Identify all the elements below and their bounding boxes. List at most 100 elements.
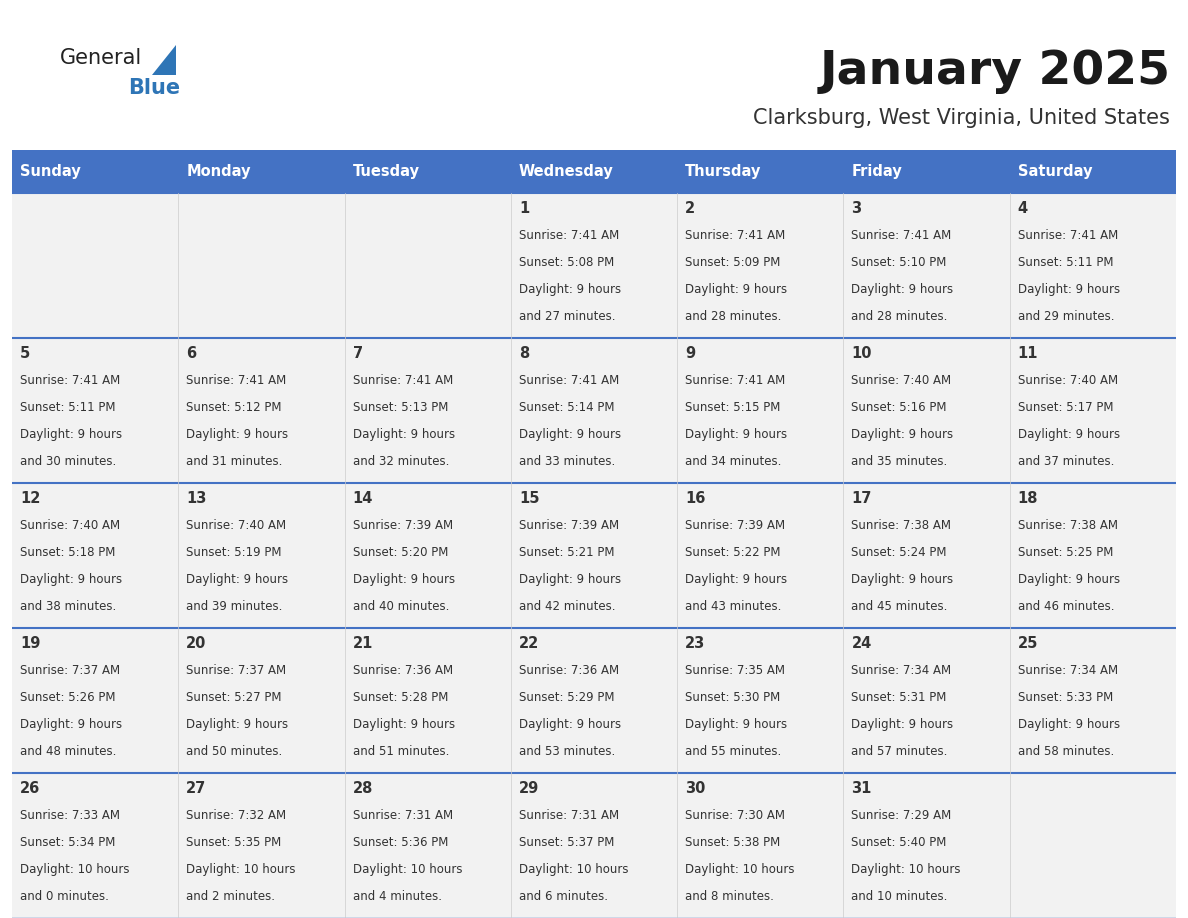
Bar (12, 628, 1176, 773)
Text: Sunset: 5:37 PM: Sunset: 5:37 PM (519, 836, 614, 849)
Text: Sunrise: 7:41 AM: Sunrise: 7:41 AM (353, 375, 453, 387)
Text: 8: 8 (519, 346, 529, 361)
Text: 26: 26 (20, 781, 40, 796)
Text: Monday: Monday (187, 164, 251, 179)
Text: and 45 minutes.: and 45 minutes. (852, 599, 948, 612)
Text: 2: 2 (685, 201, 695, 216)
Text: 31: 31 (852, 781, 872, 796)
Text: Sunrise: 7:41 AM: Sunrise: 7:41 AM (187, 375, 286, 387)
Text: Sunset: 5:34 PM: Sunset: 5:34 PM (20, 836, 115, 849)
Text: Sunrise: 7:39 AM: Sunrise: 7:39 AM (353, 520, 453, 532)
Text: and 40 minutes.: and 40 minutes. (353, 599, 449, 612)
Text: 10: 10 (852, 346, 872, 361)
Text: Daylight: 9 hours: Daylight: 9 hours (187, 573, 289, 586)
Text: Sunset: 5:29 PM: Sunset: 5:29 PM (519, 691, 614, 704)
Text: 6: 6 (187, 346, 196, 361)
Text: 16: 16 (685, 491, 706, 506)
Text: Sunrise: 7:41 AM: Sunrise: 7:41 AM (685, 375, 785, 387)
Text: Sunset: 5:21 PM: Sunset: 5:21 PM (519, 546, 614, 559)
Text: Sunset: 5:40 PM: Sunset: 5:40 PM (852, 836, 947, 849)
Text: 17: 17 (852, 491, 872, 506)
Text: Daylight: 9 hours: Daylight: 9 hours (852, 428, 954, 441)
Text: and 34 minutes.: and 34 minutes. (685, 454, 782, 467)
Text: 13: 13 (187, 491, 207, 506)
Text: Daylight: 9 hours: Daylight: 9 hours (685, 718, 788, 731)
Text: Sunrise: 7:31 AM: Sunrise: 7:31 AM (353, 809, 453, 823)
Text: Sunrise: 7:38 AM: Sunrise: 7:38 AM (852, 520, 952, 532)
Text: Sunset: 5:11 PM: Sunset: 5:11 PM (1018, 256, 1113, 269)
Text: Sunset: 5:26 PM: Sunset: 5:26 PM (20, 691, 115, 704)
Text: 29: 29 (519, 781, 539, 796)
Text: Daylight: 9 hours: Daylight: 9 hours (852, 573, 954, 586)
Text: Sunset: 5:19 PM: Sunset: 5:19 PM (187, 546, 282, 559)
Text: Daylight: 9 hours: Daylight: 9 hours (685, 428, 788, 441)
Text: Sunrise: 7:36 AM: Sunrise: 7:36 AM (353, 664, 453, 677)
Text: Sunset: 5:16 PM: Sunset: 5:16 PM (852, 401, 947, 414)
Text: Sunrise: 7:41 AM: Sunrise: 7:41 AM (852, 230, 952, 242)
Text: and 58 minutes.: and 58 minutes. (1018, 744, 1114, 757)
Text: Daylight: 9 hours: Daylight: 9 hours (685, 283, 788, 296)
Text: Daylight: 9 hours: Daylight: 9 hours (519, 573, 621, 586)
Text: Saturday: Saturday (1018, 164, 1092, 179)
Text: Sunday: Sunday (20, 164, 81, 179)
Text: Sunset: 5:17 PM: Sunset: 5:17 PM (1018, 401, 1113, 414)
Text: and 46 minutes.: and 46 minutes. (1018, 599, 1114, 612)
Text: Sunrise: 7:37 AM: Sunrise: 7:37 AM (187, 664, 286, 677)
Text: and 28 minutes.: and 28 minutes. (852, 309, 948, 322)
Text: Wednesday: Wednesday (519, 164, 614, 179)
Text: 1: 1 (519, 201, 529, 216)
Bar (12, 773, 1176, 918)
Text: Daylight: 10 hours: Daylight: 10 hours (353, 863, 462, 876)
Text: Daylight: 10 hours: Daylight: 10 hours (20, 863, 129, 876)
Text: 28: 28 (353, 781, 373, 796)
Text: and 0 minutes.: and 0 minutes. (20, 890, 109, 902)
Text: Daylight: 10 hours: Daylight: 10 hours (852, 863, 961, 876)
Text: Thursday: Thursday (685, 164, 762, 179)
Text: 9: 9 (685, 346, 695, 361)
Text: Sunset: 5:10 PM: Sunset: 5:10 PM (852, 256, 947, 269)
Text: Sunrise: 7:34 AM: Sunrise: 7:34 AM (852, 664, 952, 677)
Text: Daylight: 9 hours: Daylight: 9 hours (20, 718, 122, 731)
Text: Sunset: 5:22 PM: Sunset: 5:22 PM (685, 546, 781, 559)
Text: Sunset: 5:38 PM: Sunset: 5:38 PM (685, 836, 781, 849)
Text: Daylight: 9 hours: Daylight: 9 hours (1018, 428, 1120, 441)
Text: Daylight: 9 hours: Daylight: 9 hours (20, 573, 122, 586)
Text: Sunset: 5:08 PM: Sunset: 5:08 PM (519, 256, 614, 269)
Text: Daylight: 9 hours: Daylight: 9 hours (1018, 573, 1120, 586)
Text: 3: 3 (852, 201, 861, 216)
Text: Sunset: 5:14 PM: Sunset: 5:14 PM (519, 401, 614, 414)
Text: Sunrise: 7:32 AM: Sunrise: 7:32 AM (187, 809, 286, 823)
Text: Sunset: 5:36 PM: Sunset: 5:36 PM (353, 836, 448, 849)
Text: Sunrise: 7:40 AM: Sunrise: 7:40 AM (1018, 375, 1118, 387)
Bar (12, 193, 1176, 338)
Text: Daylight: 9 hours: Daylight: 9 hours (353, 428, 455, 441)
Text: Daylight: 9 hours: Daylight: 9 hours (187, 718, 289, 731)
Text: and 10 minutes.: and 10 minutes. (852, 890, 948, 902)
Text: Sunrise: 7:29 AM: Sunrise: 7:29 AM (852, 809, 952, 823)
Text: Daylight: 9 hours: Daylight: 9 hours (519, 718, 621, 731)
Text: 11: 11 (1018, 346, 1038, 361)
Text: Daylight: 9 hours: Daylight: 9 hours (519, 283, 621, 296)
Bar (12, 150, 1176, 193)
Text: and 31 minutes.: and 31 minutes. (187, 454, 283, 467)
Text: 14: 14 (353, 491, 373, 506)
Text: Tuesday: Tuesday (353, 164, 419, 179)
Text: and 42 minutes.: and 42 minutes. (519, 599, 615, 612)
Text: Sunset: 5:28 PM: Sunset: 5:28 PM (353, 691, 448, 704)
Text: Daylight: 9 hours: Daylight: 9 hours (685, 573, 788, 586)
Text: Daylight: 10 hours: Daylight: 10 hours (519, 863, 628, 876)
Text: 4: 4 (1018, 201, 1028, 216)
Text: Sunset: 5:30 PM: Sunset: 5:30 PM (685, 691, 781, 704)
Text: 25: 25 (1018, 636, 1038, 651)
Text: and 35 minutes.: and 35 minutes. (852, 454, 948, 467)
Text: 18: 18 (1018, 491, 1038, 506)
Text: Sunrise: 7:37 AM: Sunrise: 7:37 AM (20, 664, 120, 677)
Text: and 29 minutes.: and 29 minutes. (1018, 309, 1114, 322)
Text: and 8 minutes.: and 8 minutes. (685, 890, 775, 902)
Text: and 28 minutes.: and 28 minutes. (685, 309, 782, 322)
Text: 23: 23 (685, 636, 706, 651)
Text: and 4 minutes.: and 4 minutes. (353, 890, 442, 902)
Text: Daylight: 9 hours: Daylight: 9 hours (353, 718, 455, 731)
Text: Daylight: 9 hours: Daylight: 9 hours (1018, 283, 1120, 296)
Text: Sunset: 5:15 PM: Sunset: 5:15 PM (685, 401, 781, 414)
